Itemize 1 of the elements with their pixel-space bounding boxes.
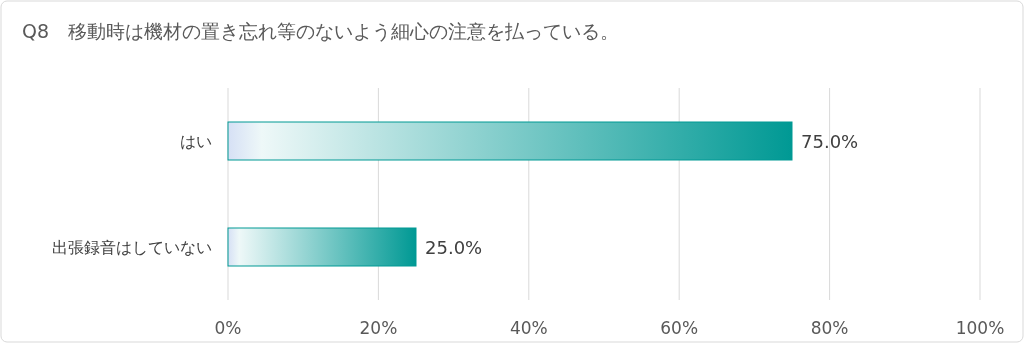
title: Q8 移動時は機材の置き忘れ等のないよう細心の注意を払っている。 <box>22 20 620 42</box>
